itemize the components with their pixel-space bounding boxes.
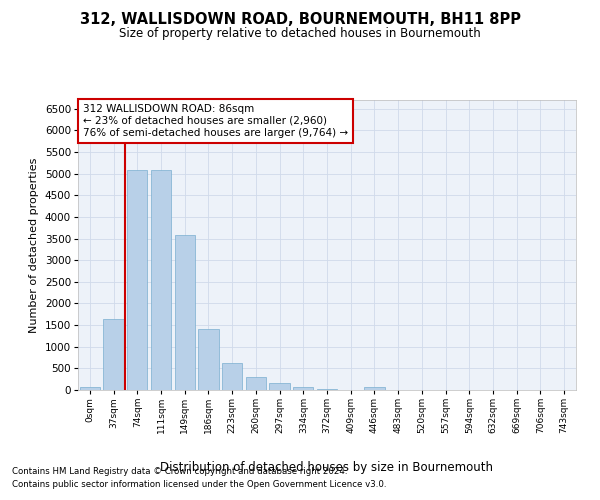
Bar xyxy=(364,388,385,390)
Bar xyxy=(103,318,124,390)
Bar xyxy=(151,170,171,390)
Text: 312, WALLISDOWN ROAD, BOURNEMOUTH, BH11 8PP: 312, WALLISDOWN ROAD, BOURNEMOUTH, BH11 … xyxy=(79,12,521,28)
Bar xyxy=(317,388,337,390)
Bar xyxy=(80,387,100,390)
X-axis label: Distribution of detached houses by size in Bournemouth: Distribution of detached houses by size … xyxy=(161,461,493,474)
Text: Contains public sector information licensed under the Open Government Licence v3: Contains public sector information licen… xyxy=(12,480,386,489)
Bar xyxy=(127,170,148,390)
Bar xyxy=(199,328,218,390)
Bar xyxy=(222,363,242,390)
Bar xyxy=(293,386,313,390)
Text: Size of property relative to detached houses in Bournemouth: Size of property relative to detached ho… xyxy=(119,28,481,40)
Bar xyxy=(175,235,195,390)
Text: Contains HM Land Registry data © Crown copyright and database right 2024.: Contains HM Land Registry data © Crown c… xyxy=(12,467,347,476)
Bar xyxy=(269,384,290,390)
Bar xyxy=(246,376,266,390)
Y-axis label: Number of detached properties: Number of detached properties xyxy=(29,158,39,332)
Text: 312 WALLISDOWN ROAD: 86sqm
← 23% of detached houses are smaller (2,960)
76% of s: 312 WALLISDOWN ROAD: 86sqm ← 23% of deta… xyxy=(83,104,348,138)
